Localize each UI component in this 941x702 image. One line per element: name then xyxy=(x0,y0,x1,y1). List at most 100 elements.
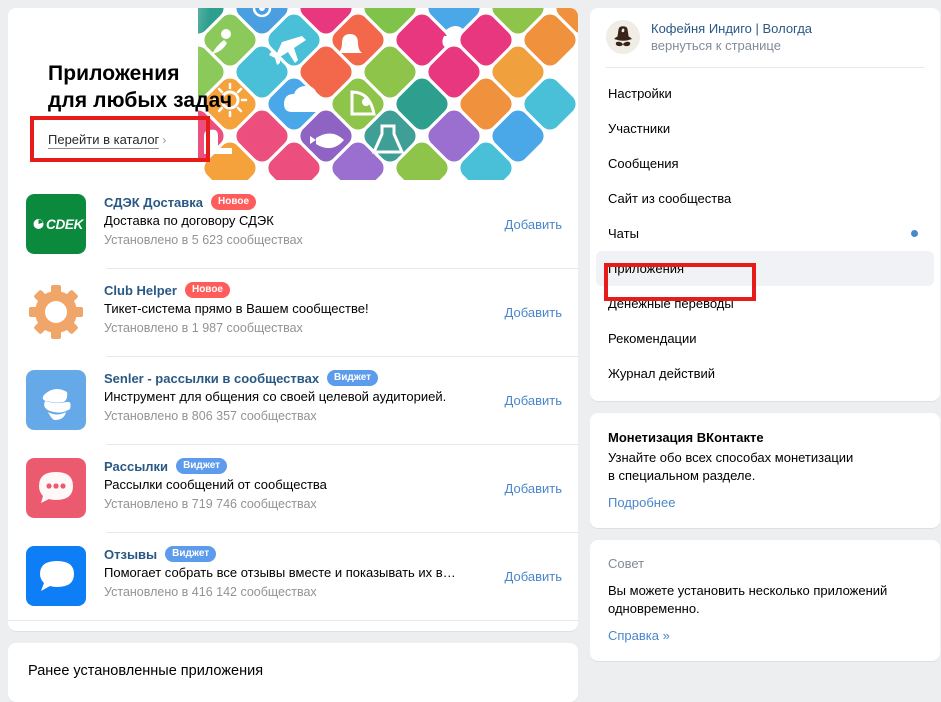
hat-mustache-avatar[interactable] xyxy=(606,20,640,54)
banner-title-line1: Приложения xyxy=(48,62,180,85)
status-badge: Виджет xyxy=(176,458,228,474)
monetization-line2: в специальном разделе. xyxy=(608,468,756,483)
add-app-button[interactable]: Добавить xyxy=(504,304,562,320)
status-badge: Новое xyxy=(184,282,230,298)
go-to-catalog-link[interactable]: Перейти в каталог xyxy=(48,132,160,149)
status-badge: Виджет xyxy=(327,370,379,386)
back-to-page-link[interactable]: вернуться к странице xyxy=(651,38,781,53)
app-install-count: Установлено в 5 623 сообществах xyxy=(104,233,303,247)
group-header-text: Кофейня Индиго | Вологда вернуться к стр… xyxy=(651,20,812,54)
app-title-line: Senler - рассылки в сообществах Виджет xyxy=(104,370,493,386)
app-description: Доставка по договору СДЭК xyxy=(104,213,274,228)
tip-help-link[interactable]: Справка » xyxy=(608,628,670,643)
svg-text:CDEK: CDEK xyxy=(46,217,85,232)
group-name[interactable]: Кофейня Индиго | Вологда xyxy=(651,21,813,36)
show-all-row[interactable]: Показать все xyxy=(8,620,578,631)
app-title-line: СДЭК Доставка Новое xyxy=(104,194,493,210)
tip-line2: одновременно. xyxy=(608,601,700,616)
sidebar-item-settings[interactable]: Настройки xyxy=(596,76,934,111)
monetization-card: Монетизация ВКонтакте Узнайте обо всех с… xyxy=(590,413,940,528)
sidebar-item-label: Сообщения xyxy=(608,156,679,171)
divider xyxy=(606,67,924,68)
chat-dots-icon xyxy=(26,458,86,518)
unread-dot-icon xyxy=(911,230,918,237)
app-info: СДЭК Доставка Новое Доставка по договору… xyxy=(86,194,493,249)
tip-line1: Вы можете установить несколько приложени… xyxy=(608,583,888,598)
app-info: Senler - рассылки в сообществах Виджет И… xyxy=(86,370,493,425)
add-app-button[interactable]: Добавить xyxy=(504,568,562,584)
add-app-button[interactable]: Добавить xyxy=(504,480,562,496)
app-install-count: Установлено в 1 987 сообществах xyxy=(104,321,303,335)
sidebar-item-label: Денежные переводы xyxy=(608,296,734,311)
app-row[interactable]: Club Helper Новое Тикет-система прямо в … xyxy=(8,268,578,356)
app-title-line: Club Helper Новое xyxy=(104,282,493,298)
app-info: Club Helper Новое Тикет-система прямо в … xyxy=(86,282,493,337)
app-description: Тикет-система прямо в Вашем сообществе! xyxy=(104,301,369,316)
apps-card: Приложения для любых задач Перейти в кат… xyxy=(8,8,578,631)
app-action: Добавить xyxy=(493,217,562,232)
add-app-button[interactable]: Добавить xyxy=(504,392,562,408)
tip-card: Совет Вы можете установить несколько при… xyxy=(590,540,940,661)
app-title[interactable]: Club Helper xyxy=(104,282,177,298)
sidebar-nav-card: Кофейня Индиго | Вологда вернуться к стр… xyxy=(590,8,940,401)
catalog-link-wrap: Перейти в каталог › xyxy=(48,132,232,149)
tip-label: Совет xyxy=(608,556,645,571)
app-action: Добавить xyxy=(493,305,562,320)
app-info: Рассылки Виджет Рассылки сообщений от со… xyxy=(86,458,493,513)
gear-icon xyxy=(26,282,86,342)
previously-installed-title: Ранее установленные приложения xyxy=(28,662,264,679)
app-row[interactable]: CDEK СДЭК Доставка Новое Доставка по дог… xyxy=(8,180,578,268)
main-column: Приложения для любых задач Перейти в кат… xyxy=(8,0,578,702)
banner-text-block: Приложения для любых задач Перейти в кат… xyxy=(48,60,232,149)
app-title[interactable]: Senler - рассылки в сообществах xyxy=(104,370,320,386)
app-description: Рассылки сообщений от сообщества xyxy=(104,477,327,492)
app-title-line: Рассылки Виджет xyxy=(104,458,493,474)
sidebar-item-recommendations[interactable]: Рекомендации xyxy=(596,321,934,356)
app-title[interactable]: Рассылки xyxy=(104,458,169,474)
status-badge: Новое xyxy=(211,194,257,210)
add-app-button[interactable]: Добавить xyxy=(504,216,562,232)
apps-promo-banner: Приложения для любых задач Перейти в кат… xyxy=(8,8,578,180)
sidebar-item-chats[interactable]: Чаты xyxy=(596,216,934,251)
sidebar-item-label: Приложения xyxy=(608,261,685,276)
group-header[interactable]: Кофейня Индиго | Вологда вернуться к стр… xyxy=(590,8,940,67)
app-action: Добавить xyxy=(493,481,562,496)
sidebar-item-apps[interactable]: Приложения xyxy=(596,251,934,286)
sidebar-item-label: Рекомендации xyxy=(608,331,697,346)
app-row[interactable]: Senler - рассылки в сообществах Виджет И… xyxy=(8,356,578,444)
status-badge: Виджет xyxy=(165,546,217,562)
app-title[interactable]: СДЭК Доставка xyxy=(104,194,204,210)
sidebar-nav-list: Настройки Участники Сообщения Сайт из со… xyxy=(590,68,940,401)
previously-installed-card: Ранее установленные приложения xyxy=(8,642,578,702)
sidebar-column: Кофейня Индиго | Вологда вернуться к стр… xyxy=(590,0,940,702)
app-description: Инструмент для общения со своей целевой … xyxy=(104,389,447,404)
app-row[interactable]: Отзывы Виджет Помогает собрать все отзыв… xyxy=(8,532,578,620)
banner-illustration xyxy=(198,8,578,180)
senler-icon xyxy=(26,370,86,430)
monetization-more-link[interactable]: Подробнее xyxy=(608,495,676,510)
banner-title-line2: для любых задач xyxy=(48,89,233,112)
sidebar-item-label: Настройки xyxy=(608,86,672,101)
sidebar-item-members[interactable]: Участники xyxy=(596,111,934,146)
app-action: Добавить xyxy=(493,569,562,584)
sidebar-item-activity-log[interactable]: Журнал действий xyxy=(596,356,934,391)
speech-bubble-icon xyxy=(26,546,86,606)
app-install-count: Установлено в 416 142 сообществах xyxy=(104,585,317,599)
sidebar-item-money-transfers[interactable]: Денежные переводы xyxy=(596,286,934,321)
sidebar-item-messages[interactable]: Сообщения xyxy=(596,146,934,181)
sidebar-item-label: Журнал действий xyxy=(608,366,716,381)
app-row[interactable]: Рассылки Виджет Рассылки сообщений от со… xyxy=(8,444,578,532)
app-install-count: Установлено в 806 357 сообществах xyxy=(104,409,317,423)
cdek-icon: CDEK xyxy=(26,194,86,254)
app-title[interactable]: Отзывы xyxy=(104,546,158,562)
app-description: Помогает собрать все отзывы вместе и пок… xyxy=(104,565,456,580)
recommended-apps-list: CDEK СДЭК Доставка Новое Доставка по дог… xyxy=(8,180,578,620)
app-action: Добавить xyxy=(493,393,562,408)
app-install-count: Установлено в 719 746 сообществах xyxy=(104,497,317,511)
banner-title: Приложения для любых задач xyxy=(48,60,232,114)
sidebar-item-label: Участники xyxy=(608,121,671,136)
sidebar-item-site[interactable]: Сайт из сообщества xyxy=(596,181,934,216)
monetization-line1: Узнайте обо всех способах монетизации xyxy=(608,450,854,465)
sidebar-item-label: Сайт из сообщества xyxy=(608,191,732,206)
